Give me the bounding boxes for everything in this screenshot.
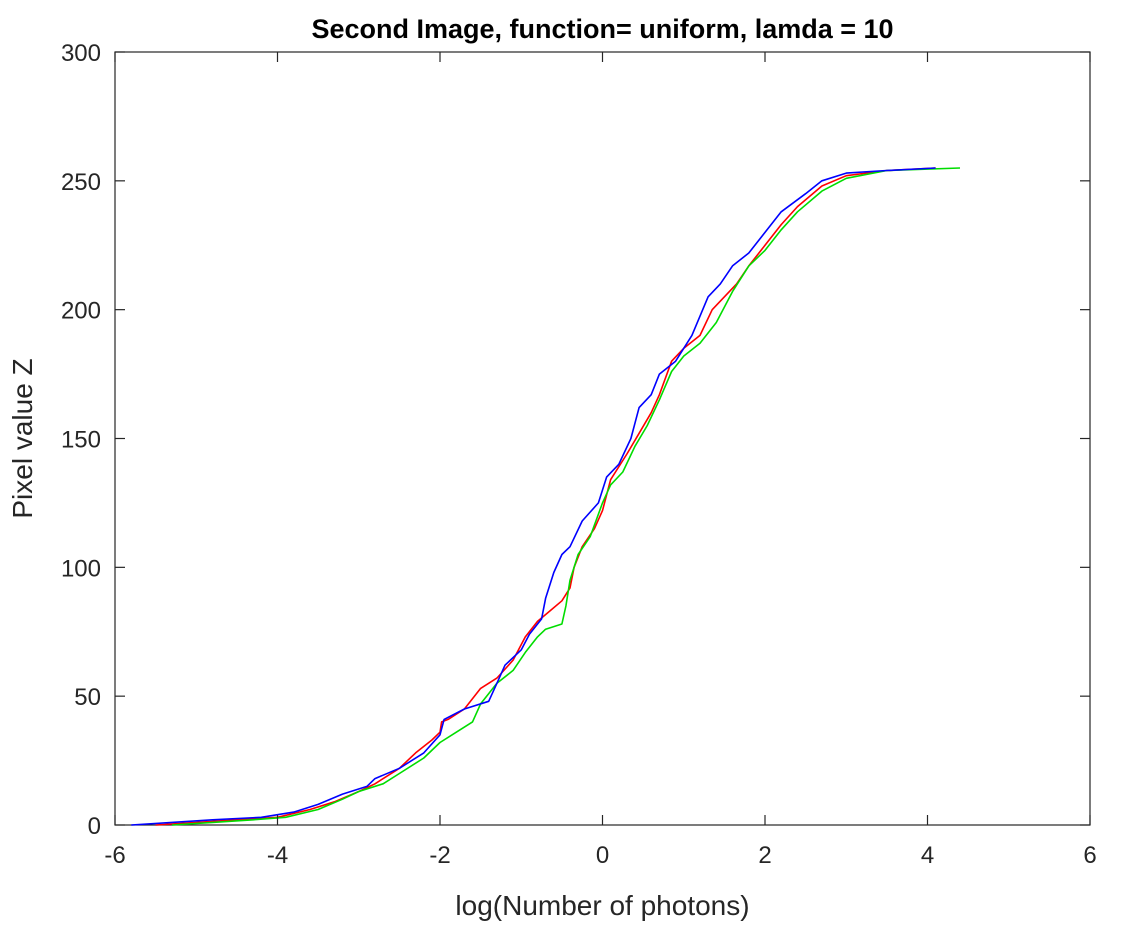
y-tick-label: 300 [61,40,101,67]
series-group [131,167,961,826]
x-tick-label: -4 [267,842,288,869]
y-tick-label: 50 [74,684,101,711]
y-tick-label: 250 [61,169,101,196]
ticks-group: -6 -4 -2 0 2 4 6 0 50 100 150 200 250 300 [61,40,1097,869]
plot-frame [114,51,1091,826]
blue-series-line [131,167,936,826]
green-series-line [171,167,961,826]
x-tick-label: -2 [429,842,450,869]
y-tick-label: 200 [61,298,101,325]
y-tick-label: 0 [88,813,101,840]
chart-title: Second Image, function= uniform, lamda =… [311,14,893,44]
x-tick-label: 4 [921,842,934,869]
y-tick-label: 150 [61,427,101,454]
y-tick-label: 100 [61,555,101,582]
x-tick-label: 2 [758,842,771,869]
x-tick-label: -6 [104,842,125,869]
x-axis-label: log(Number of photons) [455,890,749,921]
x-tick-label: 0 [596,842,609,869]
x-tick-label: 6 [1083,842,1096,869]
y-axis-label: Pixel value Z [7,358,38,518]
